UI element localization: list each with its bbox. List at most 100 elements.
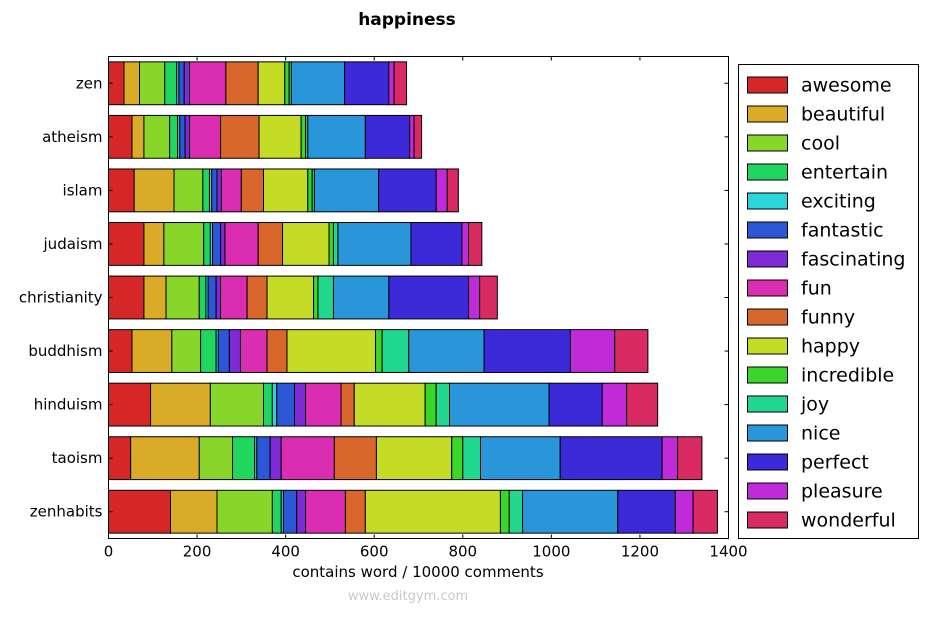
legend-swatch-exciting bbox=[747, 192, 788, 210]
y-tick-label: atheism bbox=[42, 128, 102, 146]
bar-segment-taoism-nice bbox=[480, 436, 561, 481]
bar-segment-buddhism-happy bbox=[286, 329, 377, 373]
bar-segment-zenhabits-awesome bbox=[108, 489, 171, 534]
bar-segment-christianity-joy bbox=[317, 275, 334, 320]
y-tick-label: zen bbox=[76, 74, 103, 92]
bar-segment-judaism-happy bbox=[282, 222, 330, 266]
bar-segment-taoism-funny bbox=[333, 436, 377, 481]
bar-segment-christianity-entertain bbox=[198, 275, 207, 320]
bar-segment-zen-fantastic bbox=[178, 61, 185, 106]
bar-segment-islam-nice bbox=[313, 168, 380, 213]
bar-segment-taoism-pleasure bbox=[661, 436, 679, 481]
legend-swatch-beautiful bbox=[747, 105, 788, 123]
bar-segment-atheism-wonderful bbox=[413, 114, 423, 159]
bar-segment-islam-fantastic bbox=[211, 168, 218, 213]
bar-segment-buddhism-entertain bbox=[200, 329, 217, 373]
bar-segment-zen-fascinating bbox=[183, 61, 191, 106]
bar-segment-buddhism-fantastic bbox=[217, 329, 230, 373]
legend-label-beautiful: beautiful bbox=[801, 104, 885, 126]
bar-segment-christianity-fascinating bbox=[215, 275, 222, 320]
bar-segment-taoism-joy bbox=[462, 436, 481, 481]
bar-segment-christianity-perfect bbox=[388, 275, 470, 320]
bar-segment-hinduism-beautiful bbox=[150, 382, 211, 427]
x-tick-label: 1200 bbox=[621, 543, 659, 561]
bar-segment-atheism-pleasure bbox=[409, 114, 415, 159]
bar-segment-taoism-perfect bbox=[559, 436, 663, 481]
bar-segment-buddhism-funny bbox=[266, 329, 288, 373]
bar-segment-judaism-fun bbox=[224, 222, 259, 266]
legend-swatch-entertain bbox=[747, 163, 788, 181]
bar-segment-judaism-wonderful bbox=[468, 222, 483, 266]
x-tick-label: 800 bbox=[448, 543, 477, 561]
bar-segment-zen-beautiful bbox=[123, 61, 140, 106]
bar-segment-islam-fun bbox=[220, 168, 242, 213]
legend-swatch-fantastic bbox=[747, 221, 788, 239]
legend-label-fantastic: fantastic bbox=[801, 220, 884, 242]
bar-segment-hinduism-perfect bbox=[548, 382, 603, 427]
bar-segment-zenhabits-cool bbox=[216, 489, 273, 534]
bar-segment-christianity-nice bbox=[332, 275, 390, 320]
legend-swatch-joy bbox=[747, 395, 788, 413]
y-tick-label: zenhabits bbox=[30, 503, 103, 521]
legend-label-perfect: perfect bbox=[801, 452, 869, 474]
bars-layer bbox=[108, 61, 718, 534]
bar-segment-zenhabits-incredible bbox=[499, 489, 510, 534]
bar-segment-zen-fun bbox=[189, 61, 227, 106]
bar-segment-buddhism-pleasure bbox=[569, 329, 616, 373]
bar-segment-taoism-wonderful bbox=[677, 436, 703, 481]
bar-segment-zenhabits-beautiful bbox=[170, 489, 218, 534]
bar-segment-atheism-fascinating bbox=[184, 114, 191, 159]
bar-segment-christianity-funny bbox=[246, 275, 268, 320]
legend-label-exciting: exciting bbox=[801, 191, 876, 213]
bar-segment-islam-funny bbox=[240, 168, 265, 213]
bar-segment-zen-cool bbox=[139, 61, 166, 106]
legend-swatch-cool bbox=[747, 134, 788, 152]
y-tick-label: buddhism bbox=[28, 342, 102, 360]
bar-segment-taoism-fascinating bbox=[269, 436, 282, 481]
bar-segment-islam-entertain bbox=[202, 168, 210, 213]
bar-segment-buddhism-wonderful bbox=[614, 329, 649, 373]
bar-segment-hinduism-joy bbox=[435, 382, 451, 427]
bar-segment-islam-cool bbox=[173, 168, 204, 213]
bar-segment-judaism-entertain bbox=[203, 222, 211, 266]
x-tick-label: 600 bbox=[360, 543, 389, 561]
bar-segment-hinduism-cool bbox=[209, 382, 265, 427]
legend-label-incredible: incredible bbox=[801, 365, 894, 387]
x-tick-label: 0 bbox=[104, 543, 114, 561]
legend-label-pleasure: pleasure bbox=[801, 481, 883, 503]
legend: awesome beautiful cool entertain exciting fan… bbox=[738, 64, 919, 539]
bar-segment-buddhism-nice bbox=[408, 329, 485, 373]
legend-label-entertain: entertain bbox=[801, 162, 888, 184]
legend-swatch-fascinating bbox=[747, 250, 788, 268]
bar-segment-buddhism-cool bbox=[171, 329, 202, 373]
legend-label-fun: fun bbox=[801, 278, 832, 300]
bar-segment-christianity-incredible bbox=[313, 275, 319, 320]
bar-segment-atheism-funny bbox=[220, 114, 260, 159]
bar-segment-hinduism-happy bbox=[353, 382, 426, 427]
bar-segment-zen-incredible bbox=[284, 61, 290, 106]
x-tick-label: 200 bbox=[183, 543, 212, 561]
bar-segment-islam-pleasure bbox=[435, 168, 448, 213]
bar-segment-hinduism-nice bbox=[449, 382, 550, 427]
x-tick-label: 1000 bbox=[532, 543, 570, 561]
bar-segment-zen-nice bbox=[290, 61, 346, 106]
y-tick-label: christianity bbox=[19, 289, 103, 307]
y-tick-label: taoism bbox=[52, 449, 103, 467]
bar-segment-judaism-nice bbox=[337, 222, 412, 266]
bar-segment-islam-beautiful bbox=[133, 168, 175, 213]
bar-segment-zen-funny bbox=[225, 61, 259, 106]
bar-segment-zen-pleasure bbox=[388, 61, 395, 106]
legend-label-cool: cool bbox=[801, 133, 840, 155]
bar-segment-christianity-awesome bbox=[108, 275, 145, 320]
bar-segment-taoism-incredible bbox=[451, 436, 464, 481]
bar-segment-islam-wonderful bbox=[446, 168, 459, 213]
bar-segment-zen-perfect bbox=[344, 61, 390, 106]
bar-segment-zen-happy bbox=[257, 61, 286, 106]
bar-segment-buddhism-beautiful bbox=[131, 329, 173, 373]
bar-segment-hinduism-incredible bbox=[424, 382, 437, 427]
bar-segment-buddhism-incredible bbox=[375, 329, 383, 373]
bar-segment-hinduism-pleasure bbox=[601, 382, 628, 427]
bar-segment-hinduism-fascinating bbox=[294, 382, 307, 427]
bar-segment-zenhabits-pleasure bbox=[674, 489, 694, 534]
